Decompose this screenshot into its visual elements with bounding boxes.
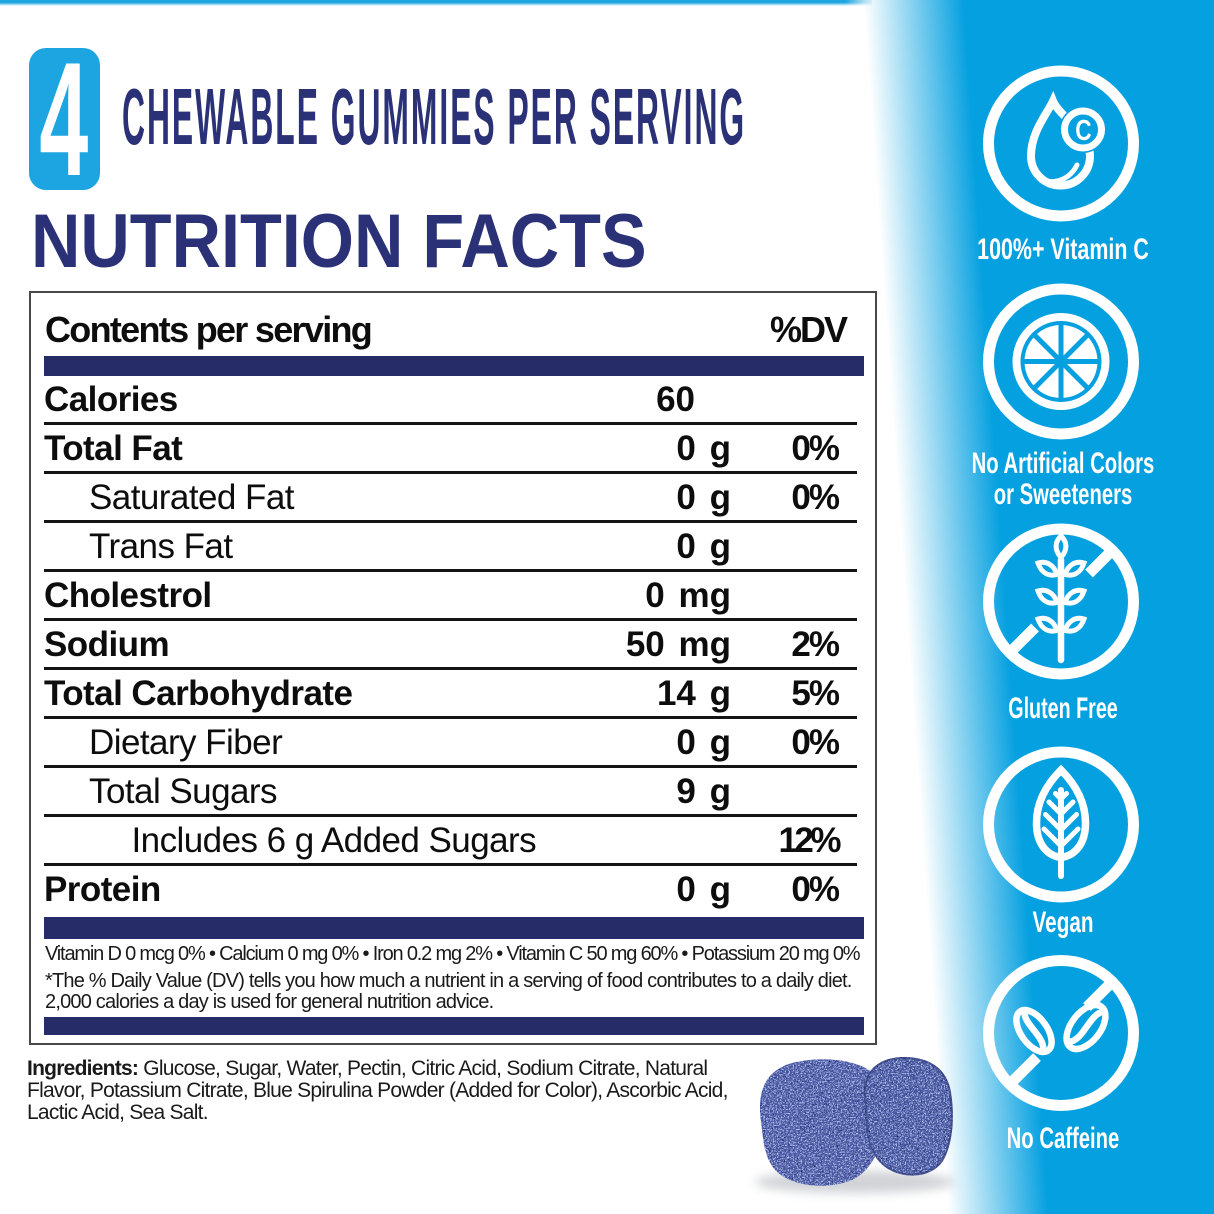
- svg-text:C: C: [1075, 113, 1092, 146]
